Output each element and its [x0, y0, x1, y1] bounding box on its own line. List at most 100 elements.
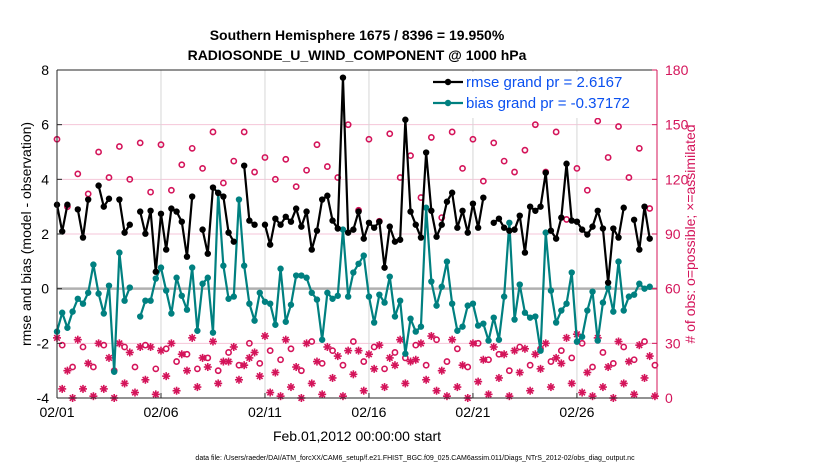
obs-assimilated-marker: [432, 386, 441, 395]
bias-point: [58, 309, 66, 316]
obs-possible-marker: [386, 130, 394, 138]
rmse-point: [589, 223, 596, 230]
asterisk-stroke: [95, 339, 102, 347]
obs-assimilated-marker: [250, 348, 259, 357]
bias-point: [256, 289, 263, 296]
obs-possible-marker: [568, 354, 576, 362]
obs-possible-marker: [214, 367, 222, 375]
obs-assimilated-marker: [619, 379, 628, 388]
obs-assimilated-marker: [396, 335, 405, 344]
obs-possible-marker: [178, 161, 186, 169]
obs-possible-marker: [121, 343, 128, 351]
asterisk-stroke: [459, 361, 466, 369]
bias-point: [558, 307, 565, 314]
rmse-point: [422, 149, 430, 156]
asterisk-stroke: [625, 358, 633, 365]
obs-possible-marker: [126, 175, 134, 183]
bias-point: [506, 219, 513, 226]
obs-assimilated-marker: [198, 353, 207, 362]
bias-point: [495, 336, 503, 343]
obs-possible-marker: [79, 343, 87, 351]
bias-point: [526, 314, 534, 321]
obs-assimilated-marker: [214, 379, 223, 388]
obs-assimilated-marker: [484, 390, 493, 399]
obs-assimilated-marker: [260, 332, 269, 341]
bias-point: [521, 309, 529, 316]
rmse-point: [136, 208, 144, 215]
bias-point: [152, 275, 159, 282]
obs-assimilated-marker: [359, 386, 368, 395]
rmse-point: [552, 235, 560, 242]
obs-assimilated-marker: [526, 386, 535, 395]
rmse-point: [469, 200, 477, 207]
rmse-point: [318, 196, 326, 203]
rmse-point: [178, 218, 185, 225]
bias-point: [266, 300, 274, 307]
x-tick-label: 02/11: [248, 404, 282, 420]
rmse-point: [443, 198, 451, 205]
obs-possible-marker: [95, 148, 102, 156]
obs-possible-marker: [251, 168, 258, 176]
bias-point: [355, 260, 362, 267]
obs-assimilated-marker: [58, 384, 67, 393]
obs-assimilated-marker: [437, 366, 446, 375]
bias-point: [365, 293, 373, 300]
bias-point: [121, 297, 128, 304]
bias-point: [240, 262, 248, 269]
asterisk-stroke: [615, 338, 622, 345]
y-tick-label-right: 90: [665, 226, 681, 242]
rmse-point: [412, 221, 419, 228]
asterisk-stroke: [246, 354, 253, 362]
bias-point: [298, 272, 305, 279]
x-axis-label: Feb.01,2012 00:00:00 start: [273, 428, 441, 444]
bias-point: [147, 297, 154, 304]
rmse-point: [214, 189, 222, 197]
asterisk-stroke: [349, 370, 357, 378]
asterisk-stroke: [604, 363, 612, 371]
obs-assimilated-marker: [640, 373, 649, 382]
obs-assimilated-marker: [453, 383, 462, 392]
rmse-point: [344, 229, 352, 236]
obs-possible-marker: [69, 363, 76, 371]
bias-point: [220, 262, 227, 269]
bias-point: [542, 229, 549, 236]
obs-assimilated-marker: [614, 337, 623, 346]
rmse-point: [641, 203, 648, 210]
rmse-point: [578, 226, 586, 233]
rmse-point: [381, 264, 388, 271]
asterisk-stroke: [438, 367, 446, 375]
obs-possible-marker: [292, 183, 300, 191]
asterisk-stroke: [381, 383, 388, 391]
obs-assimilated-marker: [427, 332, 436, 341]
asterisk-stroke: [396, 336, 404, 344]
obs-assimilated-marker: [271, 368, 280, 377]
obs-assimilated-marker: [307, 379, 316, 388]
bias-point: [90, 261, 97, 268]
y-tick-label-right: 120: [665, 171, 689, 187]
obs-assimilated-marker: [500, 350, 509, 359]
obs-assimilated-marker: [468, 339, 477, 348]
asterisk-stroke: [485, 390, 492, 398]
legend-box: [412, 72, 644, 118]
asterisk-stroke: [256, 372, 264, 380]
obs-assimilated-marker: [73, 335, 82, 344]
rmse-point: [298, 223, 305, 230]
y-tick-label-right: 0: [665, 390, 673, 406]
bias-point: [110, 368, 118, 375]
obs-assimilated-marker: [422, 375, 431, 384]
rmse-point: [459, 207, 466, 214]
asterisk-stroke: [126, 349, 134, 356]
obs-possible-marker: [479, 177, 487, 185]
rmse-point: [188, 193, 196, 200]
bias-point: [448, 300, 456, 307]
bias-point: [350, 269, 357, 276]
obs-assimilated-marker: [546, 383, 555, 392]
bias-point: [547, 287, 555, 294]
bias-point: [142, 297, 149, 304]
obs-assimilated-marker: [598, 383, 607, 392]
obs-possible-marker: [635, 144, 643, 152]
rmse-point: [594, 207, 601, 214]
obs-possible-marker: [115, 143, 123, 150]
bias-point: [360, 252, 367, 259]
obs-assimilated-marker: [234, 375, 243, 384]
